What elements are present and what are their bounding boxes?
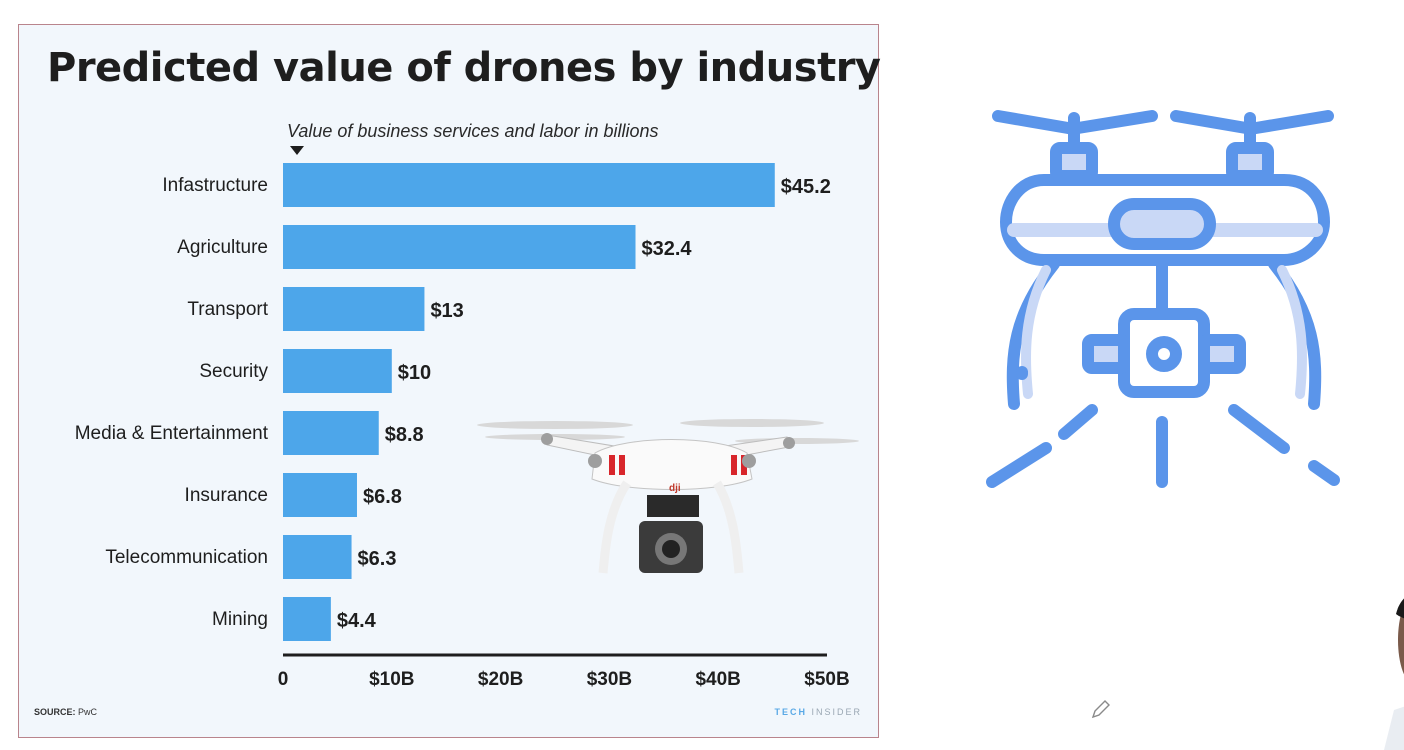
- brand-logo-part-a: TECH: [774, 707, 807, 717]
- value-label-2: $13: [430, 300, 463, 322]
- source-value: PwC: [78, 707, 98, 717]
- value-label-0: $45.2: [781, 176, 831, 198]
- bar-3: [283, 349, 392, 393]
- value-label-7: $4.4: [337, 610, 377, 632]
- x-tick-label-3: $30B: [587, 669, 632, 690]
- value-label-4: $8.8: [385, 424, 424, 446]
- category-label-5: Insurance: [185, 485, 268, 506]
- brand-logo-part-b: INSIDER: [811, 707, 862, 717]
- value-label-5: $6.8: [363, 486, 402, 508]
- bar-chart: Infastructure $45.2 Agriculture $32.4 Transp…: [75, 163, 850, 690]
- x-tick-label-1: $10B: [369, 669, 414, 690]
- category-label-2: Transport: [187, 299, 268, 320]
- category-label-3: Security: [199, 361, 268, 382]
- bar-1: [283, 225, 636, 269]
- bar-4: [283, 411, 379, 455]
- category-label-1: Agriculture: [177, 237, 268, 258]
- value-label-3: $10: [398, 362, 431, 384]
- chart-card: Predicted value of drones by industry Va…: [18, 24, 881, 738]
- svg-text:dji: dji: [669, 483, 681, 494]
- chart-title: Predicted value of drones by industry: [47, 45, 881, 91]
- bar-5: [283, 473, 357, 517]
- category-label-4: Media & Entertainment: [75, 423, 269, 444]
- source-note: SOURCE: PwC: [34, 707, 97, 717]
- category-label-7: Mining: [212, 609, 268, 630]
- pencil-icon[interactable]: [1090, 698, 1112, 720]
- category-label-6: Telecommunication: [105, 547, 268, 568]
- bar-0: [283, 163, 775, 207]
- source-key: SOURCE:: [34, 707, 76, 717]
- quadcopter-photo: dji: [477, 419, 859, 574]
- x-tick-label-4: $40B: [695, 669, 740, 690]
- value-label-6: $6.3: [358, 548, 397, 570]
- bar-7: [283, 597, 331, 641]
- x-tick-label-0: 0: [278, 669, 289, 690]
- x-tick-label-5: $50B: [804, 669, 849, 690]
- value-label-1: $32.4: [642, 238, 693, 260]
- presenter-figure: [1384, 598, 1404, 750]
- brand-logo: TECH INSIDER: [774, 707, 862, 717]
- category-label-0: Infastructure: [162, 175, 268, 196]
- chart-subtitle: Value of business services and labor in …: [287, 121, 659, 141]
- bar-6: [283, 535, 352, 579]
- x-tick-label-2: $20B: [478, 669, 523, 690]
- drone-icon: [986, 110, 1340, 488]
- bar-2: [283, 287, 425, 331]
- pointer-arrow-icon: [290, 146, 304, 155]
